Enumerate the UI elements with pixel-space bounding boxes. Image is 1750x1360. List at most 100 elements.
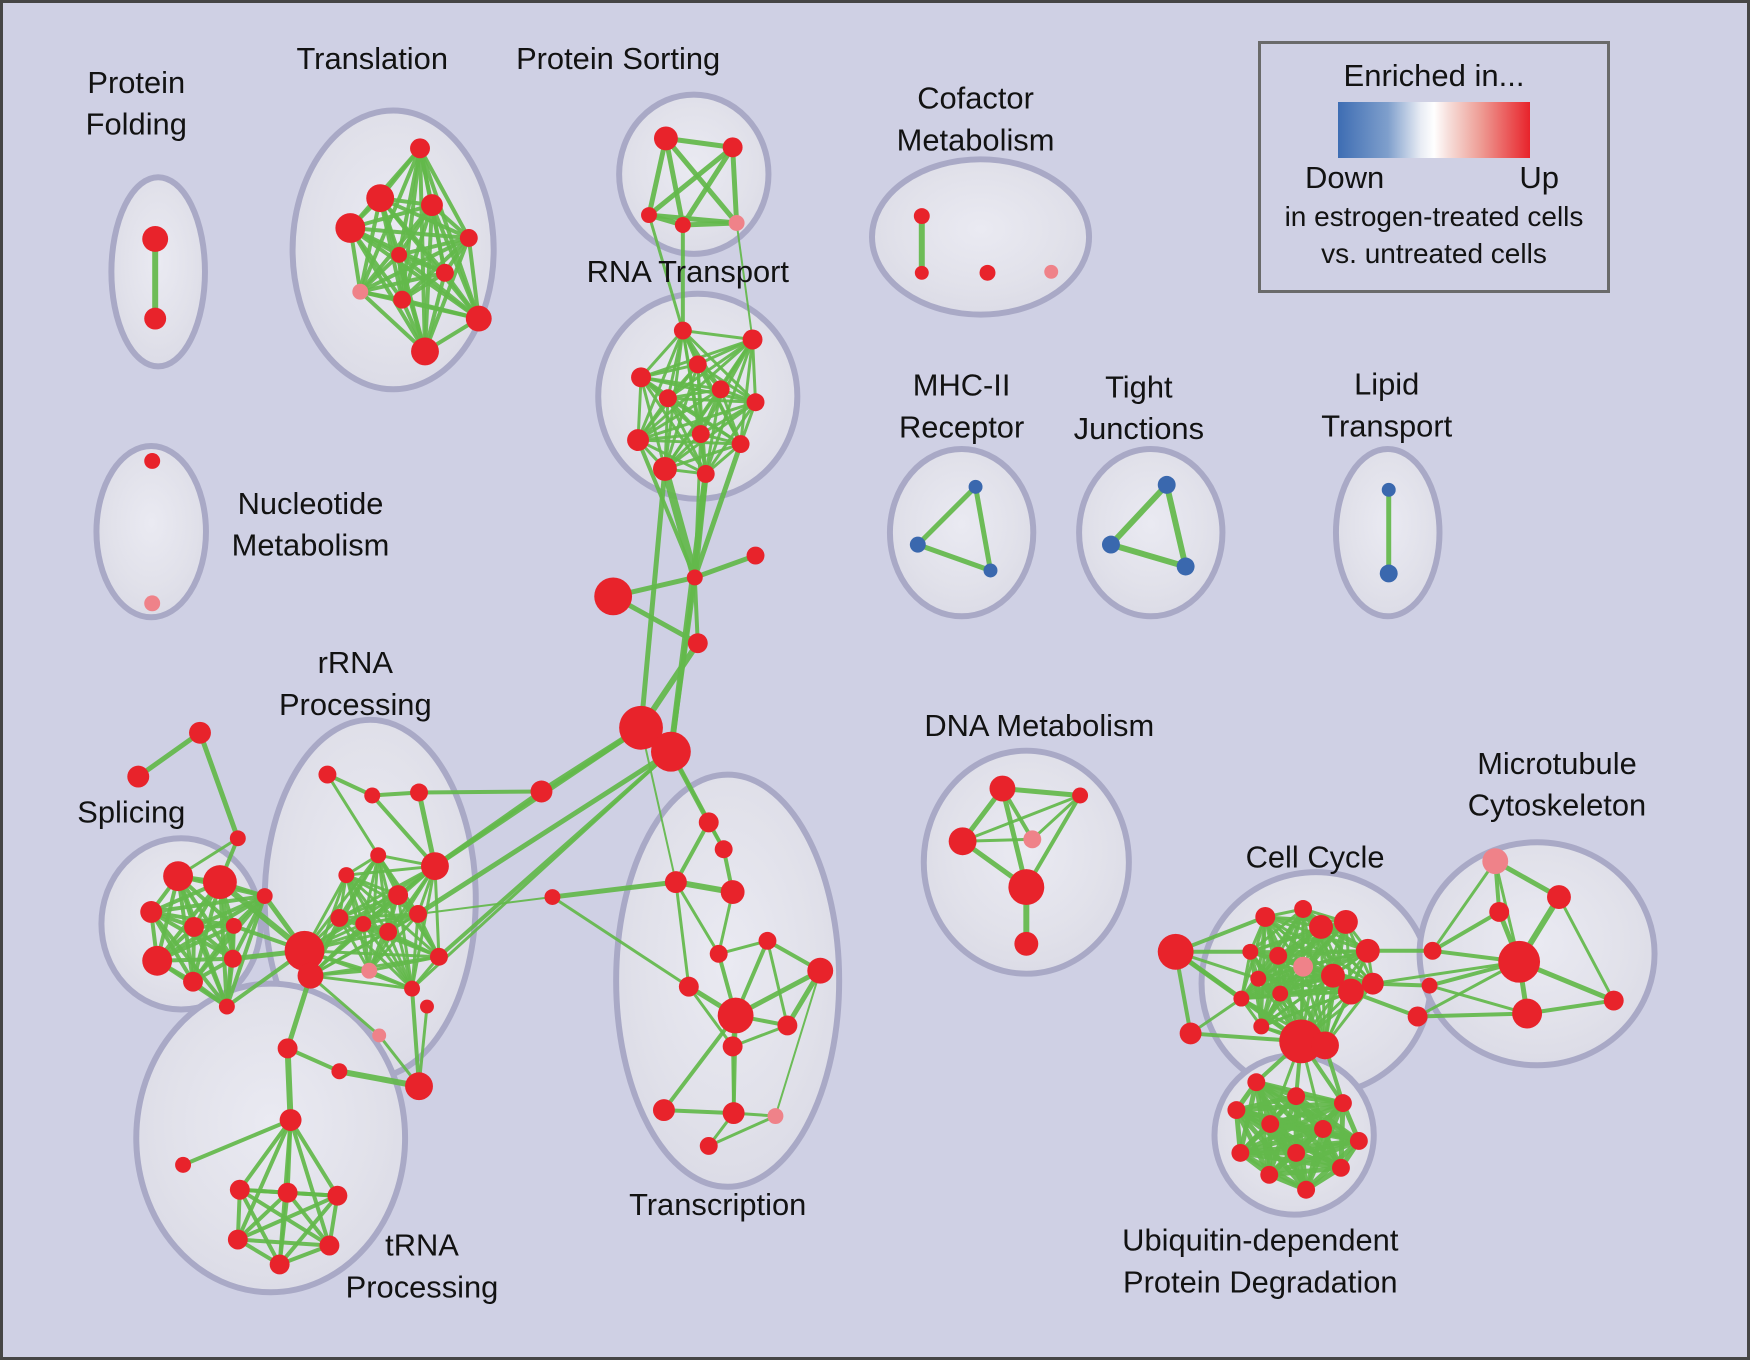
- node-tn7[interactable]: [227, 1229, 248, 1250]
- node-tr4[interactable]: [459, 228, 478, 247]
- node-rr6[interactable]: [388, 885, 409, 906]
- node-nm1[interactable]: [144, 595, 161, 612]
- node-tH[interactable]: [717, 997, 754, 1034]
- node-mh2[interactable]: [983, 563, 998, 578]
- node-sp5[interactable]: [256, 888, 273, 905]
- node-t9[interactable]: [722, 1036, 743, 1057]
- node-cf0[interactable]: [913, 208, 930, 225]
- node-tr3[interactable]: [335, 213, 366, 243]
- node-lt0[interactable]: [1381, 482, 1396, 497]
- node-nm0[interactable]: [144, 453, 161, 469]
- node-rr0[interactable]: [318, 765, 337, 784]
- node-t4[interactable]: [758, 931, 777, 950]
- node-mc3[interactable]: [1512, 998, 1543, 1029]
- node-t11[interactable]: [722, 1102, 745, 1125]
- node-tj2[interactable]: [1176, 557, 1195, 576]
- node-tr9[interactable]: [465, 305, 492, 332]
- node-dm5[interactable]: [1014, 931, 1039, 956]
- node-sp1[interactable]: [202, 865, 237, 900]
- node-rt4[interactable]: [711, 380, 730, 399]
- node-rr3[interactable]: [370, 847, 387, 864]
- node-rt3[interactable]: [631, 367, 651, 388]
- node-lt1[interactable]: [1379, 564, 1398, 583]
- node-t3[interactable]: [720, 880, 745, 905]
- node-t13[interactable]: [699, 1136, 718, 1155]
- node-cc13[interactable]: [1233, 990, 1250, 1007]
- node-tr6[interactable]: [435, 263, 454, 282]
- node-rrC[interactable]: [530, 780, 553, 803]
- node-t12[interactable]: [767, 1108, 784, 1125]
- node-rr2[interactable]: [410, 783, 428, 802]
- node-rr4[interactable]: [421, 852, 449, 881]
- node-h3[interactable]: [687, 633, 708, 654]
- node-tr7[interactable]: [352, 283, 369, 300]
- node-cf3[interactable]: [1044, 264, 1059, 279]
- node-h2[interactable]: [594, 577, 633, 616]
- node-ccB[interactable]: [1279, 1019, 1324, 1064]
- node-mc2[interactable]: [1489, 902, 1510, 922]
- node-ccB2[interactable]: [1311, 1031, 1339, 1060]
- node-tj0[interactable]: [1157, 475, 1176, 494]
- node-rrH[interactable]: [284, 930, 325, 971]
- node-tn9[interactable]: [269, 1254, 290, 1275]
- node-tn3[interactable]: [175, 1156, 192, 1173]
- node-spT1[interactable]: [127, 765, 150, 788]
- node-ub7[interactable]: [1231, 1143, 1250, 1162]
- node-rt2[interactable]: [688, 355, 707, 374]
- node-cc10[interactable]: [1337, 978, 1364, 1005]
- node-dm4[interactable]: [1008, 869, 1045, 906]
- node-rr12[interactable]: [429, 947, 448, 966]
- node-dm0[interactable]: [989, 775, 1016, 802]
- node-cc0[interactable]: [1179, 1022, 1202, 1045]
- node-tn6[interactable]: [327, 1185, 348, 1206]
- node-ccL[interactable]: [1157, 933, 1194, 970]
- node-spT0[interactable]: [189, 721, 211, 744]
- node-rt5[interactable]: [658, 389, 677, 408]
- node-h0[interactable]: [686, 569, 703, 586]
- node-ccR2[interactable]: [1407, 1006, 1428, 1027]
- node-mc1[interactable]: [1547, 885, 1571, 909]
- node-ub6[interactable]: [1349, 1131, 1368, 1150]
- node-sp0[interactable]: [163, 861, 194, 892]
- node-ub3[interactable]: [1227, 1101, 1246, 1120]
- node-t8[interactable]: [777, 1015, 798, 1036]
- node-ccR0[interactable]: [1423, 941, 1442, 960]
- node-rt9[interactable]: [731, 435, 750, 454]
- node-cc8[interactable]: [1355, 938, 1380, 963]
- node-rt6[interactable]: [746, 393, 765, 412]
- node-t2[interactable]: [664, 871, 687, 894]
- node-ub5[interactable]: [1314, 1120, 1332, 1138]
- node-t6[interactable]: [807, 957, 834, 984]
- node-rt11[interactable]: [696, 464, 715, 483]
- node-tnH[interactable]: [279, 1109, 302, 1132]
- node-t0[interactable]: [698, 812, 719, 833]
- node-h1[interactable]: [746, 546, 765, 565]
- node-rr8[interactable]: [355, 915, 372, 932]
- node-tr10[interactable]: [411, 337, 439, 366]
- node-rt8[interactable]: [627, 429, 650, 452]
- node-tr0[interactable]: [410, 138, 430, 159]
- node-mcH[interactable]: [1498, 940, 1541, 983]
- node-cc1[interactable]: [1255, 906, 1276, 927]
- node-rr14[interactable]: [420, 999, 434, 1014]
- node-ps1[interactable]: [722, 137, 743, 158]
- node-ub8[interactable]: [1287, 1143, 1306, 1162]
- node-spT2[interactable]: [229, 830, 246, 847]
- node-cc14[interactable]: [1272, 985, 1289, 1002]
- node-rrB1[interactable]: [650, 731, 691, 772]
- node-tr2[interactable]: [421, 194, 443, 217]
- node-sp6[interactable]: [142, 945, 173, 976]
- node-rr5[interactable]: [338, 867, 355, 884]
- node-rr13[interactable]: [404, 980, 421, 997]
- node-rr1[interactable]: [364, 787, 381, 804]
- node-rt1[interactable]: [742, 329, 763, 350]
- node-dm2[interactable]: [948, 827, 977, 856]
- node-cc11[interactable]: [1361, 972, 1384, 995]
- node-rt7[interactable]: [691, 425, 710, 444]
- node-mc0[interactable]: [1482, 848, 1509, 875]
- node-ub1[interactable]: [1287, 1087, 1306, 1106]
- node-ps0[interactable]: [653, 126, 678, 151]
- node-mh0[interactable]: [968, 479, 983, 494]
- node-p1[interactable]: [372, 1028, 387, 1043]
- node-t1[interactable]: [714, 840, 733, 859]
